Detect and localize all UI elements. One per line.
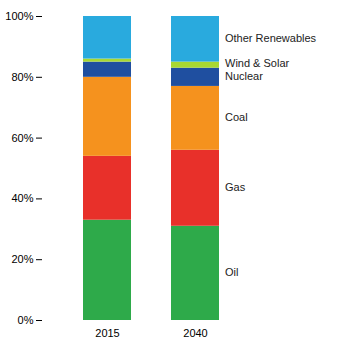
svg-text:0%: 0% (18, 314, 34, 326)
svg-text:60%: 60% (11, 132, 33, 144)
svg-text:Coal: Coal (225, 111, 248, 123)
svg-text:Nuclear: Nuclear (225, 70, 263, 82)
svg-text:2015: 2015 (95, 327, 119, 339)
svg-text:Oil: Oil (225, 266, 238, 278)
svg-text:Other Renewables: Other Renewables (225, 32, 317, 44)
svg-text:40%: 40% (11, 192, 33, 204)
svg-text:80%: 80% (11, 71, 33, 83)
svg-text:Gas: Gas (225, 181, 246, 193)
svg-text:20%: 20% (11, 253, 33, 265)
svg-text:Wind & Solar: Wind & Solar (225, 57, 290, 69)
svg-text:100%: 100% (5, 10, 33, 22)
svg-text:2040: 2040 (183, 327, 207, 339)
